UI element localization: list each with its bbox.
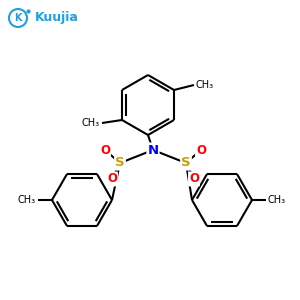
Text: CH₃: CH₃ [82, 118, 100, 128]
Text: N: N [147, 143, 159, 157]
Text: O: O [196, 143, 206, 157]
Text: O: O [100, 143, 110, 157]
Text: Kuujia: Kuujia [35, 11, 79, 23]
Text: CH₃: CH₃ [18, 195, 36, 205]
Text: O: O [107, 172, 117, 185]
Text: CH₃: CH₃ [196, 80, 214, 90]
Text: K: K [14, 13, 22, 23]
Text: S: S [115, 157, 125, 169]
Text: S: S [181, 157, 191, 169]
Text: CH₃: CH₃ [268, 195, 286, 205]
Text: O: O [189, 172, 199, 185]
